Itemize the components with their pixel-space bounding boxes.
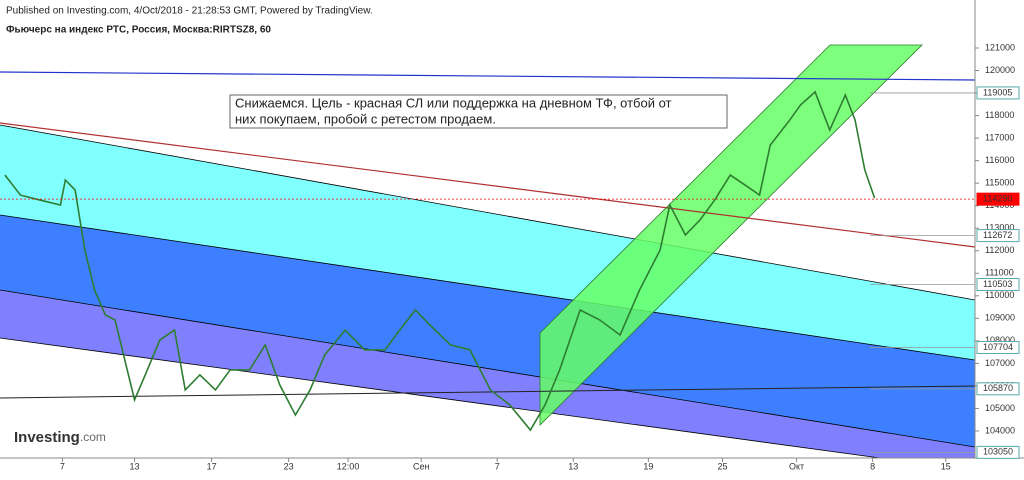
trend-line [0,122,976,248]
y-tick-label: 108000 [985,335,1015,345]
price-label: 105870 [983,383,1013,393]
x-tick-label: 23 [284,461,294,471]
y-tick-label: 118000 [985,110,1014,120]
y-tick-label: 120000 [985,65,1015,75]
y-tick-label: 107000 [985,358,1015,368]
price-label: 114290 [983,194,1012,204]
channel-purple [0,290,975,458]
x-tick-label: 12:00 [337,461,360,471]
price-label-box [976,382,1020,396]
annotation: Снижаемся. Цель - красная СЛ или поддерж… [235,95,672,110]
channel-cyan [0,125,975,360]
x-tick-label: 25 [717,461,727,471]
price-label-box [976,86,1020,100]
price-label-box [976,341,1020,355]
price-label-box [976,192,1020,206]
y-tick-label: 112000 [985,245,1014,255]
price-label: 110503 [983,279,1012,289]
y-tick-label: 110000 [985,290,1014,300]
annotation-box [229,94,728,129]
x-tick-label: 17 [207,461,217,471]
price-line [4,90,876,432]
y-tick-label: 111000 [985,268,1014,278]
symbol: Фьючерс на индекс РТС, Россия, Москва:RI… [6,25,271,36]
x-tick-label: 7 [60,461,65,471]
published: Published on Investing.com, 4/Oct/2018 -… [6,6,373,17]
y-tick-label: 115000 [985,178,1014,188]
price-label: 107704 [983,342,1013,352]
annotation: них покупаем, пробой с ретестом продаем. [235,111,496,126]
channel-green [539,44,923,426]
y-tick-label: 109000 [985,313,1015,323]
logo: Investing.com [14,429,106,446]
x-tick-label: 19 [643,461,653,471]
x-tick-label: 13 [130,461,140,471]
x-tick-label: Сен [413,461,430,471]
price-label: 103050 [983,447,1013,457]
x-tick-label: 13 [568,461,578,471]
price-label: 119005 [983,87,1012,97]
trend-line [0,71,976,81]
price-label-box [976,229,1020,243]
y-tick-label: 105000 [985,403,1015,413]
x-tick-label: 7 [495,461,500,471]
price-label-box [976,277,1020,291]
x-tick-label: 8 [870,461,875,471]
y-tick-label: 117000 [985,132,1014,142]
trend-line [0,385,976,399]
price-label: 112672 [983,230,1012,240]
x-tick-label: Окт [789,461,804,471]
x-tick-label: 15 [941,461,951,471]
y-tick-label: 104000 [985,425,1015,435]
y-tick-label: 121000 [985,42,1015,52]
price-label-box [976,445,1020,459]
y-tick-label: 116000 [985,155,1014,165]
y-tick-label: 113000 [985,223,1014,233]
